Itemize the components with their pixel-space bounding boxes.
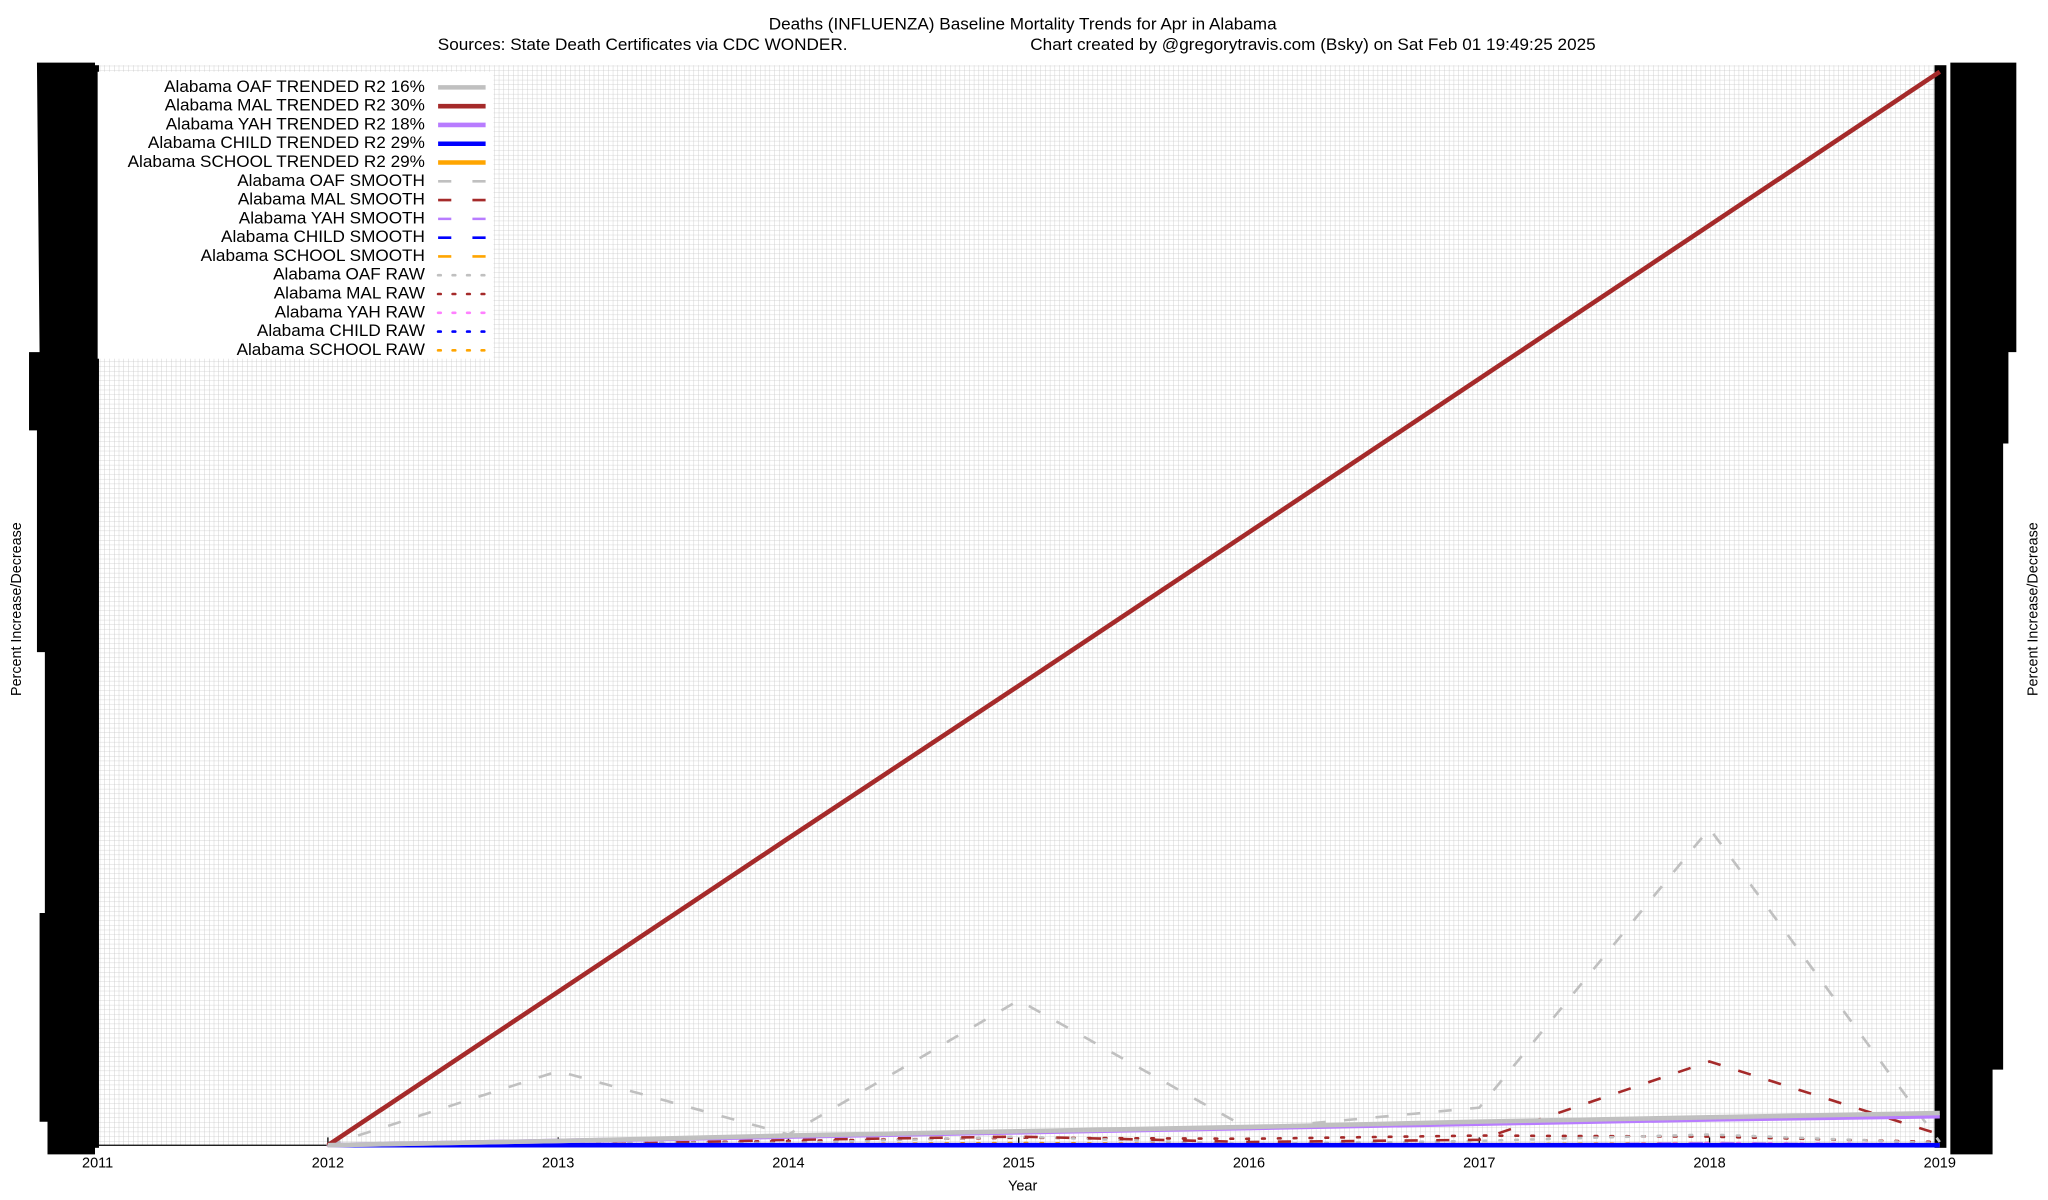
illegible-tick-blob: [29, 62, 96, 1155]
x-tick-label: 2015: [1003, 1155, 1035, 1171]
x-tick-label: 2013: [542, 1155, 574, 1171]
series-line: [327, 1110, 1940, 1148]
legend-label: Alabama YAH SMOOTH: [239, 208, 425, 227]
illegible-tick-blob: [1950, 62, 2017, 1155]
legend-label: Alabama OAF SMOOTH: [237, 171, 425, 190]
x-tick-label: 2012: [312, 1155, 344, 1171]
chart-title: Deaths (INFLUENZA) Baseline Mortality Tr…: [769, 14, 1277, 33]
x-tick-label: 2017: [1463, 1155, 1495, 1171]
legend-label: Alabama MAL RAW: [274, 284, 426, 303]
right-axis: [1934, 65, 1947, 1148]
x-tick-label: 2018: [1693, 1155, 1725, 1171]
x-axis-label: Year: [1008, 1179, 1038, 1195]
legend-label: Alabama YAH TRENDED R2 18%: [166, 115, 425, 134]
legend-label: Alabama MAL TRENDED R2 30%: [165, 96, 425, 115]
left-axis: [87, 65, 99, 1148]
legend-label: Alabama MAL SMOOTH: [238, 190, 425, 209]
y-axis-label: Percent Increase/Decrease: [9, 522, 25, 696]
x-tick-label: 2019: [1924, 1155, 1956, 1171]
legend: Alabama OAF TRENDED R2 16%Alabama MAL TR…: [97, 71, 494, 359]
legend-label: Alabama CHILD RAW: [257, 321, 426, 340]
legend-background: [97, 71, 494, 359]
legend-label: Alabama SCHOOL SMOOTH: [201, 246, 425, 265]
chart-subtitle: Sources: State Death Certificates via CD…: [438, 35, 848, 54]
chart-credit: Chart created by @gregorytravis.com (Bsk…: [1030, 35, 1595, 54]
legend-label: Alabama CHILD SMOOTH: [221, 227, 425, 246]
legend-label: Alabama CHILD TRENDED R2 29%: [148, 133, 425, 152]
x-tick-label: 2014: [772, 1155, 804, 1171]
plot-area: [326, 69, 1942, 1148]
x-tick-label: 2016: [1233, 1155, 1265, 1171]
legend-label: Alabama OAF RAW: [273, 265, 426, 284]
legend-label: Alabama OAF TRENDED R2 16%: [164, 77, 425, 96]
legend-label: Alabama YAH RAW: [275, 302, 426, 321]
y2-axis-label: Percent Increase/Decrease: [2025, 522, 2041, 696]
x-tick-label: 2011: [82, 1155, 113, 1171]
legend-label: Alabama SCHOOL TRENDED R2 29%: [128, 152, 425, 171]
series-line: [326, 69, 1942, 1148]
legend-label: Alabama SCHOOL RAW: [237, 340, 426, 359]
